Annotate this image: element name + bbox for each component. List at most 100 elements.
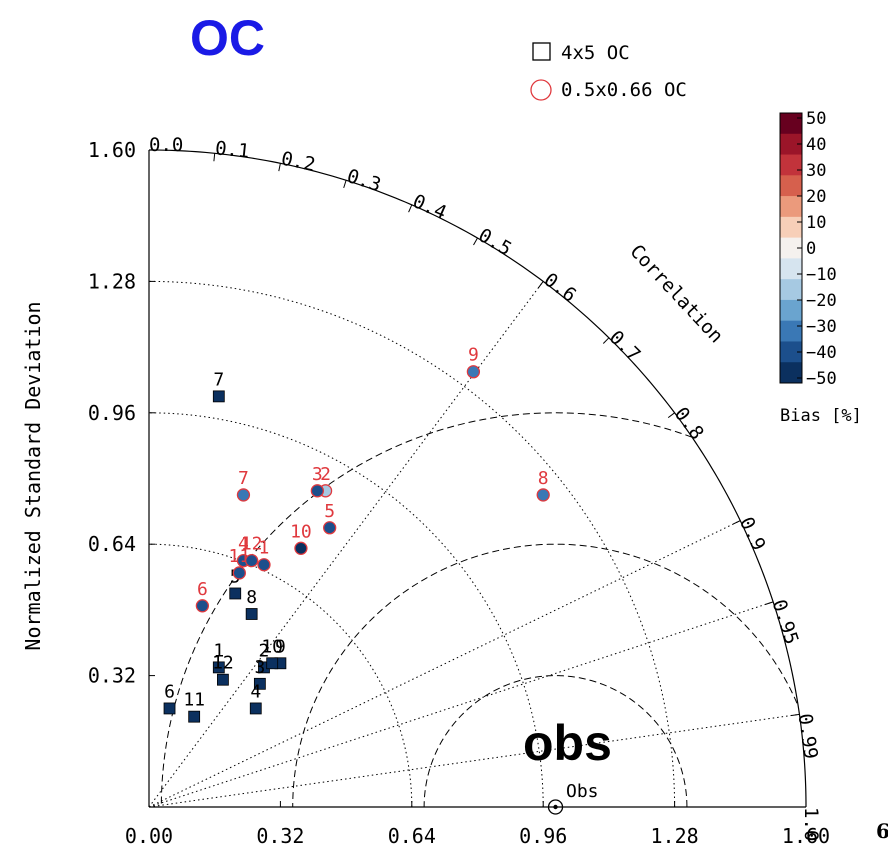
correlation-tick-mark-7: [602, 337, 610, 344]
point-label-4x5-1: 1: [213, 640, 224, 661]
x-tick-label-5: 1.60: [782, 824, 830, 848]
y-tick-label-2: 0.96: [88, 401, 136, 425]
colorbar-tick-label-5: 0: [806, 239, 816, 259]
point-marker-05x066-11: [232, 566, 246, 580]
legend-entry-2: 0.5x0.66 OC: [561, 79, 687, 101]
point-marker-4x5-5: [229, 587, 242, 600]
colorbar-tick-label-2: 30: [806, 161, 826, 181]
correlation-line-0: [148, 281, 544, 808]
x-tick-label-3: 0.96: [519, 824, 567, 848]
obs-label: Obs: [566, 781, 599, 802]
colorbar-tick-label-10: −50: [806, 369, 837, 389]
point-marker-4x5-7: [212, 390, 225, 403]
correlation-tick-mark-11: [791, 713, 800, 716]
point-marker-05x066-12: [245, 553, 259, 568]
y-tick-label-3: 1.28: [88, 269, 136, 293]
correlation-tick-label-0: 0.0: [149, 134, 183, 156]
axis-ticks: 0.00 0.32 0.64 0.96 1.28 1.600.320.640.961.28…: [88, 134, 830, 848]
point-label-05x066-8: 8: [538, 468, 549, 489]
colorbar-segment-4: [780, 196, 802, 218]
std-arc-0: [148, 543, 413, 808]
correlation-tick-mark-2: [278, 163, 281, 172]
point-marker-4x5-3: [253, 677, 266, 690]
correlation-tick-label-10: 0.95: [767, 597, 802, 647]
point-marker-4x5-1: [212, 661, 225, 674]
point-label-05x066-6: 6: [197, 579, 208, 600]
point-marker-05x066-10: [294, 541, 308, 555]
point-label-05x066-7: 7: [238, 468, 249, 489]
correlation-tick-mark-9: [732, 520, 741, 525]
legend-square-marker: [532, 42, 551, 61]
correlation-tick-label-3: 0.3: [344, 165, 383, 196]
obs-marker-ring: [547, 799, 564, 815]
point-label-05x066-3: 3: [312, 464, 323, 485]
rms-arc-1: [292, 543, 798, 808]
correlation-tick-label-11: 0.99: [794, 712, 822, 760]
colorbar-segment-2: [780, 154, 802, 176]
point-label-4x5-7: 7: [213, 369, 224, 390]
point-label-05x066-9: 9: [468, 345, 479, 366]
point-marker-05x066-9: [466, 365, 481, 379]
colorbar-segment-7: [780, 258, 802, 280]
point-label-4x5-10: 10: [261, 636, 283, 657]
colorbar-tick-label-0: 50: [806, 109, 826, 129]
chart-title: OC: [190, 10, 265, 66]
outer-arc: [148, 149, 807, 808]
correlation-line-1: [148, 520, 741, 808]
diagram-frame: [148, 149, 807, 808]
y-tick-label-4: 1.60: [88, 138, 136, 162]
colorbar-tick-label-9: −40: [806, 343, 837, 363]
point-marker-05x066-3: [310, 484, 325, 498]
correlation-tick-mark-4: [408, 204, 413, 213]
point-marker-4x5-8: [245, 608, 258, 620]
point-label-4x5-4: 4: [250, 681, 261, 702]
point-marker-05x066-5: [323, 521, 337, 535]
rms-arc-2: [160, 412, 693, 808]
point-marker-4x5-11: [188, 710, 201, 723]
point-label-05x066-10: 10: [290, 521, 312, 542]
colorbar-segment-1: [780, 133, 802, 156]
correlation-tick-label-12: 1.0: [800, 807, 822, 841]
colorbar-tick-label-6: −10: [806, 265, 837, 285]
y-axis-label: Normalized Standard Deviation: [21, 301, 45, 650]
correlation-tick-label-2: 0.2: [279, 148, 317, 176]
legend: 4x5 OC 0.5x0.66 OC: [530, 42, 687, 101]
correlation-tick-label-1: 0.1: [214, 137, 250, 162]
colorbar-tick-label-8: −30: [806, 317, 837, 337]
correlation-tick-mark-3: [343, 180, 347, 189]
colorbar-label: Bias [%]: [780, 406, 862, 426]
point-label-05x066-12: 12: [241, 534, 263, 555]
colorbar-tick-label-7: −20: [806, 291, 837, 311]
correlation-tick-label-6: 0.6: [540, 269, 581, 307]
colorbar-segment-5: [780, 216, 802, 239]
correlation-tick-label-8: 0.8: [670, 403, 708, 444]
colorbar-segment-6: [780, 237, 802, 259]
point-label-05x066-4: 4: [238, 534, 249, 555]
point-label-4x5-11: 11: [183, 690, 205, 711]
point-label-4x5-6: 6: [164, 681, 175, 702]
colorbar-tick-label-1: 40: [806, 135, 826, 155]
colorbar-segment-11: [780, 341, 802, 363]
x-tick-label-0: 0.00: [125, 824, 173, 848]
grid-lines: [148, 280, 800, 808]
correlation-tick-mark-10: [765, 601, 774, 605]
correlation-label: Correlation: [625, 240, 727, 347]
point-marker-4x5-12: [217, 673, 229, 686]
point-marker-05x066-1: [257, 558, 271, 572]
rms-arc-0: [423, 675, 688, 808]
correlation-tick-mark-5: [473, 237, 478, 246]
colorbar-segment-8: [780, 279, 802, 301]
colorbar-tick-label-3: 20: [806, 187, 826, 207]
colorbar-segment-0: [780, 113, 802, 135]
correlation-tick-mark-1: [213, 153, 216, 162]
correlation-line-3: [148, 713, 800, 808]
correlation-tick-label-4: 0.4: [409, 190, 449, 224]
colorbar-segment-10: [780, 320, 802, 342]
point-marker-05x066-8: [536, 488, 550, 502]
correlation-line-2: [148, 601, 774, 808]
correlation-tick-label-9: 0.9: [735, 514, 770, 554]
colorbar-tick-label-4: 10: [806, 213, 826, 233]
point-label-05x066-5: 5: [324, 501, 335, 522]
x-tick-label-1: 0.32: [256, 824, 304, 848]
